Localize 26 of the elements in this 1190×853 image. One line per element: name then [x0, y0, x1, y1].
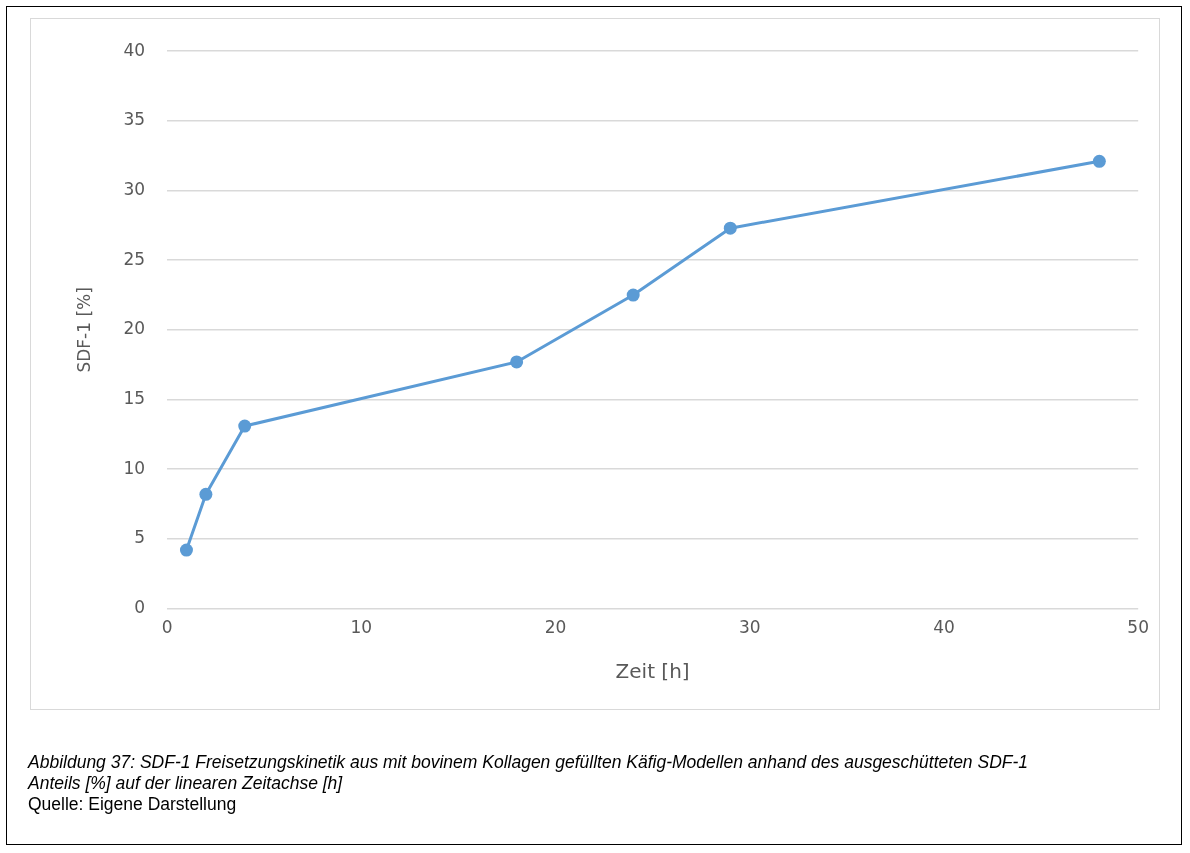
point: [723, 221, 737, 235]
y-tick-label: 0: [134, 597, 146, 618]
y-tick-label: 25: [123, 248, 146, 269]
x-tick-label: 10: [350, 617, 373, 638]
x-tick-label: 50: [1127, 617, 1149, 638]
x-axis-title: Zeit [h]: [615, 659, 690, 684]
y-tick-label: 40: [123, 39, 146, 60]
point: [626, 288, 640, 302]
x-tick-label: 30: [738, 617, 761, 638]
point: [179, 543, 193, 557]
point: [510, 355, 524, 369]
point: [1092, 154, 1106, 168]
y-tick-label: 35: [123, 109, 146, 130]
x-tick-label: 40: [933, 617, 955, 638]
y-tick-label: 15: [123, 388, 146, 408]
y-tick-label: 10: [123, 457, 146, 478]
y-axis-title: SDF-1 [%]: [73, 287, 94, 373]
y-tick-label: 30: [123, 178, 146, 199]
x-tick-label: 0: [161, 617, 173, 638]
y-tick-label: 20: [123, 318, 146, 339]
y-tick-label: 5: [134, 527, 146, 548]
point: [238, 419, 252, 433]
point: [199, 487, 213, 501]
x-tick-label: 20: [544, 617, 567, 638]
source-note: Quelle: Eigene Darstellung: [28, 794, 238, 815]
text: Abbildung 37: SDF-1 Freisetzungskinetik aus mit bovinem Kollagen gefüllten Käfig-Modellen anhand des ausgeschütteten SDF-1 Anteils [%] auf der linearen Zeitachse [h]: [28, 752, 1030, 794]
